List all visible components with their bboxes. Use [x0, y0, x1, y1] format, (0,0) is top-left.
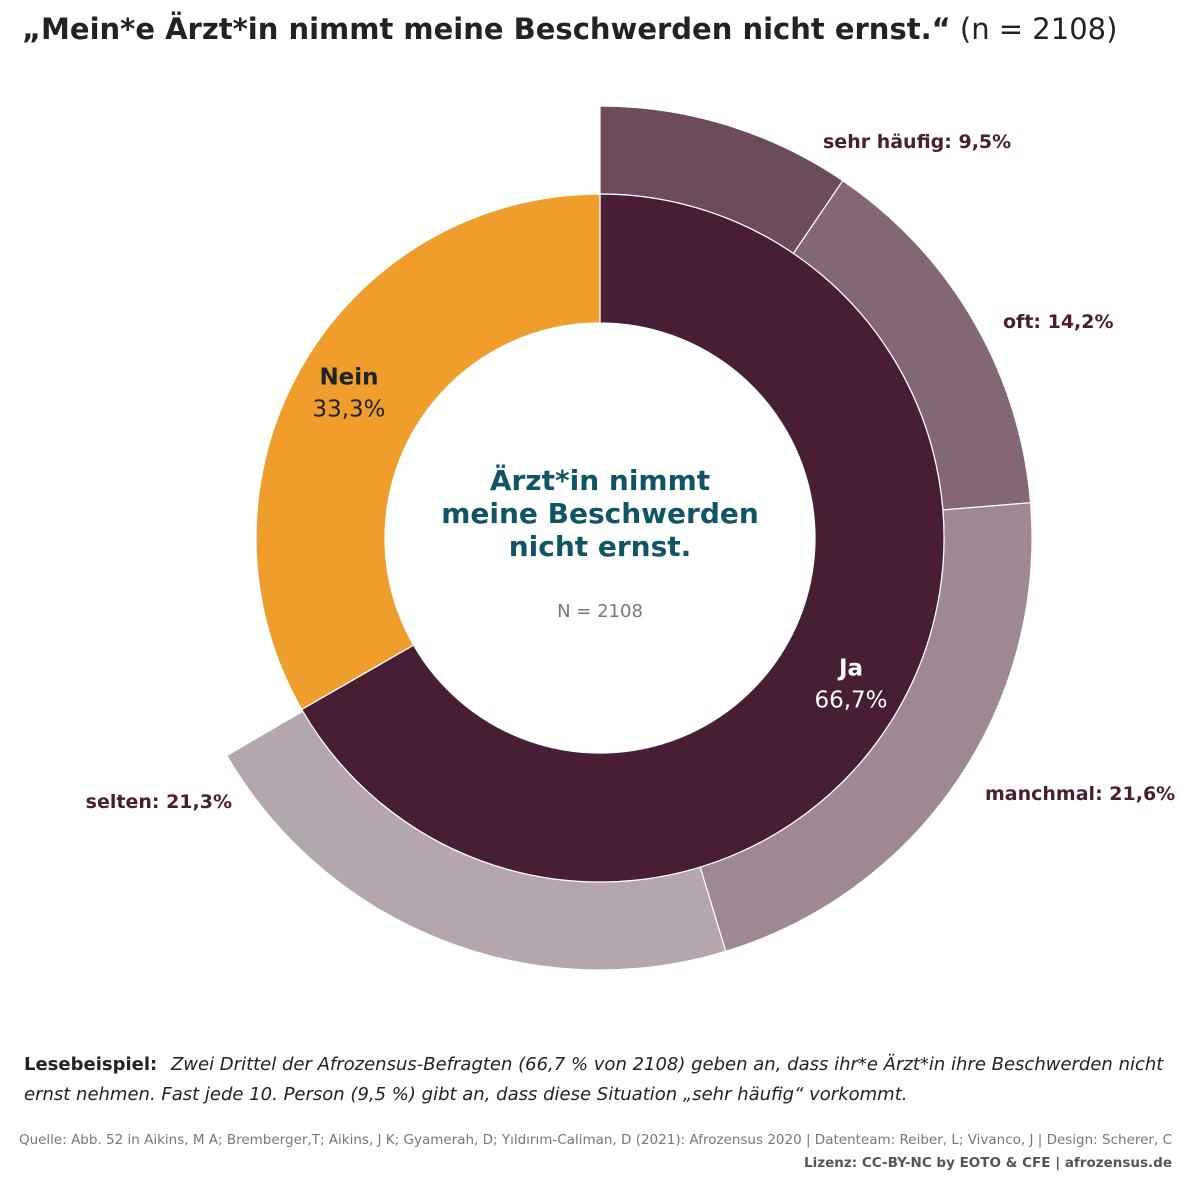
reading-example-label: Lesebeispiel:: [24, 1054, 158, 1075]
license-credit: Lizenz: CC-BY-NC by EOTO & CFE | afrozen…: [804, 1155, 1172, 1171]
inner-ring: [255, 193, 945, 883]
outer-label-selten: selten: 21,3%: [86, 791, 232, 813]
reading-example-text: Zwei Drittel der Afrozensus-Befragten (6…: [24, 1054, 1164, 1105]
inner-value-ja: 66,7%: [814, 687, 887, 713]
chart-title-main: „Mein*e Ärzt*in nimmt meine Beschwerden …: [22, 12, 951, 46]
center-title-line: nicht ernst.: [509, 530, 692, 563]
center-n: N = 2108: [557, 601, 643, 622]
outer-label-sehr-haeufig: sehr häufig: 9,5%: [823, 131, 1011, 153]
slice-labels: Ja 66,7% Nein 33,3% sehr häufig: 9,5% oft: 14…: [86, 131, 1176, 813]
outer-label-oft: oft: 14,2%: [1003, 311, 1114, 333]
inner-value-nein: 33,3%: [312, 397, 385, 423]
center-title-line: meine Beschwerden: [441, 497, 759, 530]
inner-slice-ja: [300, 193, 945, 883]
chart-title-sample: (n = 2108): [959, 12, 1118, 46]
reading-example: Lesebeispiel: Zwei Drittel der Afrozensu…: [24, 1050, 1174, 1110]
center-title-line: Ärzt*in nimmt: [490, 463, 710, 497]
chart-title: „Mein*e Ärzt*in nimmt meine Beschwerden …: [22, 12, 1182, 46]
outer-label-manchmal: manchmal: 21,6%: [985, 783, 1175, 805]
inner-slice-nein: [255, 193, 601, 711]
inner-label-ja: Ja: [837, 655, 863, 681]
inner-label-nein: Nein: [319, 365, 378, 391]
source-credit: Quelle: Abb. 52 in Aikins, M A; Bremberg…: [18, 1132, 1172, 1148]
sunburst-chart: Ja 66,7% Nein 33,3% sehr häufig: 9,5% oft: 14…: [86, 105, 1176, 971]
